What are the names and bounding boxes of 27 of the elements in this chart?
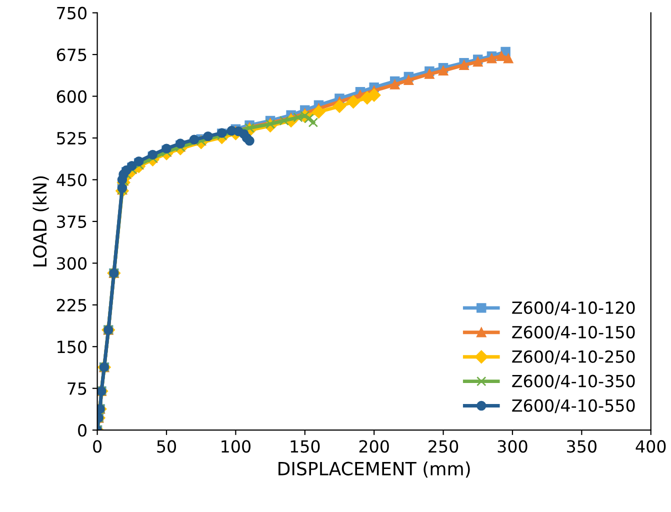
x-tick-label: 100 xyxy=(222,440,250,453)
legend-label: Z600/4-10-120 xyxy=(512,301,635,316)
y-axis-title: LOAD (kN) xyxy=(32,176,49,266)
legend-label: Z600/4-10-250 xyxy=(512,350,635,364)
x-tick-label: 0 xyxy=(93,440,102,453)
legend-label: Z600/4-10-550 xyxy=(512,399,635,414)
y-tick-label: 675 xyxy=(56,48,86,62)
y-tick-label: 75 xyxy=(68,382,86,395)
x-tick-label: 300 xyxy=(498,440,528,453)
y-tick-label: 300 xyxy=(57,257,86,270)
y-tick-label: 375 xyxy=(57,215,86,228)
x-axis-title: DISPLACEMENT (mm) xyxy=(278,462,470,478)
y-tick-label: 750 xyxy=(57,6,86,20)
legend-label: Z600/4-10-150 xyxy=(512,326,635,340)
y-tick-label: 225 xyxy=(56,298,86,312)
x-tick-label: 400 xyxy=(636,440,666,453)
x-tick-label: 50 xyxy=(157,440,176,453)
legend-label: Z600/4-10-350 xyxy=(512,374,635,389)
x-tick-label: 250 xyxy=(428,440,458,453)
y-tick-label: 450 xyxy=(56,174,86,186)
x-tick-label: 350 xyxy=(567,440,596,453)
x-tick-label: 200 xyxy=(359,440,389,453)
y-tick-label: 150 xyxy=(58,340,86,354)
x-tick-label: 150 xyxy=(290,440,320,453)
y-tick-label: 525 xyxy=(57,132,86,145)
y-tick-label: 0 xyxy=(78,424,86,437)
y-tick-label: 600 xyxy=(56,90,86,103)
